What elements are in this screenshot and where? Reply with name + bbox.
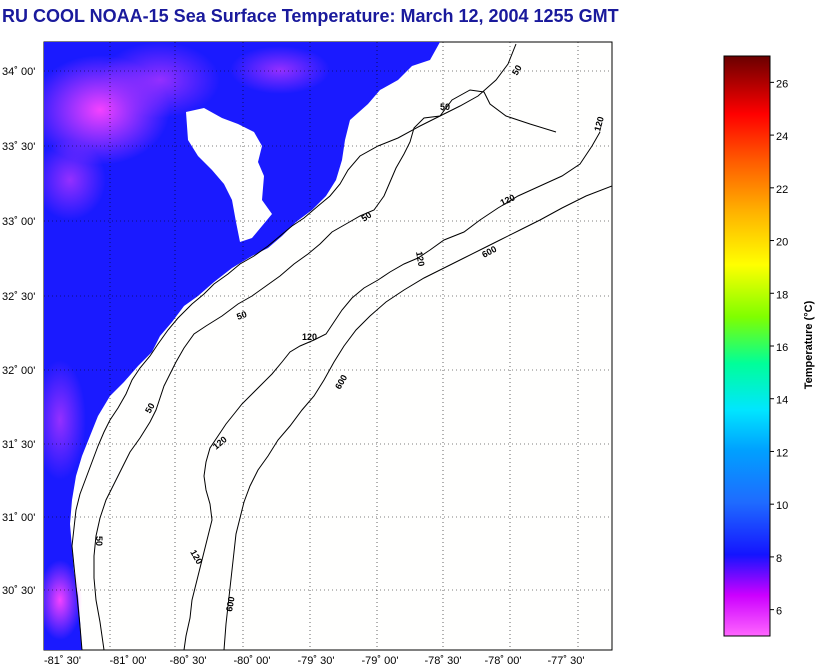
lat-label: 33˚ 30'	[2, 141, 35, 153]
colorbar-tick-label: 6	[776, 606, 782, 618]
colorbar-tick-label: 8	[776, 553, 782, 565]
colorbar-tick-label: 16	[776, 342, 788, 354]
contour-label: 50	[510, 63, 524, 77]
lat-label: 30˚ 30'	[2, 585, 35, 597]
lon-label: -81˚ 30'	[44, 655, 81, 667]
isobath-600	[223, 185, 612, 650]
cold-patch	[230, 46, 330, 94]
colorbar-ticks: 26 24 22 20 18 16 14 12 10 8 6	[770, 78, 788, 618]
lon-label: -80˚ 30'	[170, 655, 207, 667]
lon-label: -77˚ 30'	[548, 655, 585, 667]
lat-label: 31˚ 30'	[2, 439, 35, 451]
latitude-labels: 34˚ 00' 33˚ 30' 33˚ 00' 32˚ 30' 32˚ 00' …	[2, 66, 35, 597]
longitude-labels: -81˚ 30' -81˚ 00' -80˚ 30' -80˚ 00' -79˚…	[44, 655, 584, 667]
colorbar-scale	[723, 55, 771, 637]
cold-patch	[44, 360, 86, 480]
sst-field	[44, 42, 440, 650]
graticule	[44, 42, 612, 650]
cold-patch	[44, 140, 106, 220]
colorbar-tick-label: 18	[776, 289, 788, 301]
cold-patch	[44, 560, 82, 640]
contour-label: 120	[592, 115, 606, 132]
contour-label: 50	[94, 536, 104, 546]
map-title: RU COOL NOAA-15 Sea Surface Temperature:…	[2, 6, 619, 26]
isobath-50	[93, 89, 557, 650]
lat-label: 34˚ 00'	[2, 66, 35, 78]
contour-label: 50	[440, 102, 450, 112]
colorbar: 26 24 22 20 18 16 14 12 10 8 6 Temperature (°C)	[723, 55, 815, 637]
colorbar-tick-label: 24	[776, 131, 788, 143]
colorbar-tick-label: 26	[776, 78, 788, 90]
cloud-gap	[186, 108, 272, 242]
lon-label: -79˚ 30'	[298, 655, 335, 667]
contour-label: 50	[143, 401, 157, 415]
lat-label: 32˚ 00'	[2, 365, 35, 377]
coastline	[71, 43, 517, 650]
lon-label: -79˚ 00'	[362, 655, 399, 667]
contour-label: 120	[302, 332, 317, 342]
lon-label: -78˚ 00'	[485, 655, 522, 667]
contour-label: 120	[414, 251, 426, 268]
cold-patch	[100, 42, 220, 118]
colorbar-label: Temperature (°C)	[803, 300, 815, 389]
cloud-gap	[232, 150, 252, 172]
contour-label: 50	[359, 210, 373, 224]
colorbar-tick-label: 14	[776, 395, 788, 407]
contour-label: 50	[235, 309, 248, 322]
lat-label: 32˚ 30'	[2, 291, 35, 303]
isobath-120	[183, 131, 601, 650]
lon-label: -80˚ 00'	[234, 655, 271, 667]
lon-label: -78˚ 30'	[425, 655, 462, 667]
colorbar-tick-label: 20	[776, 237, 788, 249]
colorbar-tick-label: 12	[776, 447, 788, 459]
lat-label: 33˚ 00'	[2, 216, 35, 228]
lon-label: -81˚ 00'	[110, 655, 147, 667]
contour-label: 600	[224, 596, 236, 613]
lat-label: 31˚ 00'	[2, 512, 35, 524]
colorbar-tick-label: 10	[776, 500, 788, 512]
colorbar-tick-label: 22	[776, 184, 788, 196]
